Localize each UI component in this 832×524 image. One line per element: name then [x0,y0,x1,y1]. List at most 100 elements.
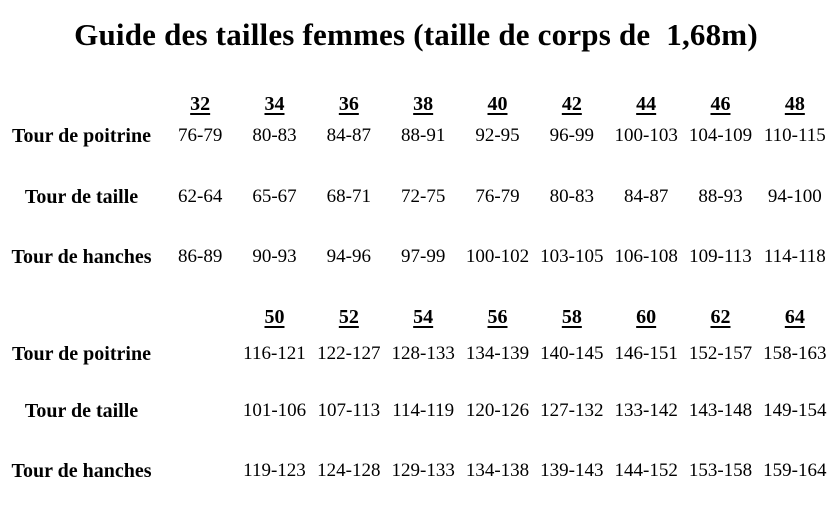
size-value: 62-64 [178,186,223,207]
size-number: 64 [784,306,805,328]
table-row: Tour de poitrine 76-79 80-83 84-87 88-91 92-9… [0,124,832,148]
table-row: Tour de poitrine 116-121 122-127 128-133 134… [0,342,832,366]
size-column-header: 40 [460,92,534,118]
size-number: 44 [636,93,657,115]
row-label: Tour de poitrine [12,125,151,147]
size-value: 88-93 [698,186,743,207]
size-value: 94-96 [326,246,371,267]
size-value: 90-93 [252,246,297,267]
size-table-50-64: 50 52 54 56 58 60 62 64 Tour de poitrine 116-121 1… [0,305,832,483]
size-number: 32 [190,93,211,115]
size-number: 62 [710,306,731,328]
size-table-32-48: 32 34 36 38 40 42 44 46 48 Tour de poitrine 76-79 8… [0,92,832,269]
size-column-header: 34 [237,92,311,118]
size-column-header: 42 [535,92,609,118]
size-number: 36 [338,93,359,115]
size-value: 116-121 [243,343,306,364]
size-number: 38 [413,93,434,115]
row-label: Tour de poitrine [12,343,151,365]
size-column-header: 32 [163,92,237,118]
size-column-header: 64 [758,305,832,331]
row-label: Tour de hanches [11,460,152,482]
size-value: 152-157 [688,343,753,364]
size-number: 48 [784,93,805,115]
size-number: 58 [561,306,582,328]
size-number: 60 [636,306,657,328]
table-row: Tour de taille 101-106 107-113 114-119 120-1… [0,399,832,423]
size-column-header: 62 [683,305,757,331]
size-value: 134-139 [465,343,530,364]
size-value: 110-115 [763,125,826,146]
size-value: 122-127 [317,343,381,364]
size-value: 97-99 [401,246,446,267]
size-value: 106-108 [614,246,678,267]
table-row: Tour de hanches 86-89 90-93 94-96 97-99 100-1… [0,245,832,269]
size-number: 56 [487,306,508,328]
size-column-header: 36 [312,92,386,118]
size-value: 109-113 [689,246,752,267]
size-number: 50 [264,306,285,328]
row-label: Tour de hanches [11,246,152,268]
size-value: 101-106 [242,400,307,421]
size-value: 104-109 [688,125,753,146]
size-value: 92-95 [475,125,520,146]
size-value: 144-152 [614,460,678,481]
size-value: 65-67 [252,186,297,207]
size-column-header: 58 [535,305,609,331]
size-value: 94-100 [767,186,822,207]
size-value: 107-113 [317,400,381,421]
size-value: 80-83 [549,186,594,207]
size-column-header: 52 [312,305,386,331]
size-number: 34 [264,93,285,115]
size-guide-page: Guide des tailles femmes (taille de corp… [0,12,832,524]
size-column-header: 38 [386,92,460,118]
size-value: 129-133 [391,460,455,481]
size-value: 139-143 [540,460,604,481]
size-column-header: 46 [683,92,757,118]
size-value: 114-119 [392,400,455,421]
size-value: 133-142 [614,400,678,421]
size-value: 128-133 [391,343,455,364]
table-row: Tour de hanches 119-123 124-128 129-133 134-… [0,459,832,483]
size-value: 146-151 [614,343,678,364]
size-column-header: 56 [460,305,534,331]
size-number: 40 [487,93,508,115]
size-number: 46 [710,93,731,115]
size-value: 100-103 [614,125,678,146]
size-value: 127-132 [540,400,604,421]
size-value: 84-87 [624,186,669,207]
size-column-header: 44 [609,92,683,118]
size-value: 134-138 [465,460,530,481]
size-value: 72-75 [401,186,446,207]
size-column-header: 48 [758,92,832,118]
size-value: 158-163 [763,343,827,364]
size-value: 153-158 [688,460,753,481]
size-value: 84-87 [326,125,371,146]
size-value: 88-91 [401,125,446,146]
size-value: 80-83 [252,125,297,146]
size-header-row: 32 34 36 38 40 42 44 46 48 [0,92,832,116]
size-value: 120-126 [465,400,530,421]
size-number: 42 [561,93,582,115]
row-label: Tour de taille [24,186,139,208]
size-column-header: 60 [609,305,683,331]
size-value: 76-79 [475,186,520,207]
size-value: 159-164 [763,460,827,481]
page-title: Guide des tailles femmes (taille de corp… [74,17,758,52]
size-value: 76-79 [178,125,223,146]
size-value: 86-89 [178,246,223,267]
size-value: 114-118 [763,246,826,267]
size-value: 143-148 [688,400,753,421]
size-value: 149-154 [763,400,827,421]
size-value: 96-99 [549,125,594,146]
size-value: 68-71 [326,186,371,207]
size-column-header: 50 [237,305,311,331]
size-value: 103-105 [540,246,604,267]
size-value: 124-128 [317,460,381,481]
size-value: 100-102 [465,246,530,267]
size-value: 140-145 [540,343,604,364]
size-value: 119-123 [243,460,306,481]
size-number: 54 [413,306,434,328]
row-label: Tour de taille [24,400,139,422]
size-column-header: 54 [386,305,460,331]
